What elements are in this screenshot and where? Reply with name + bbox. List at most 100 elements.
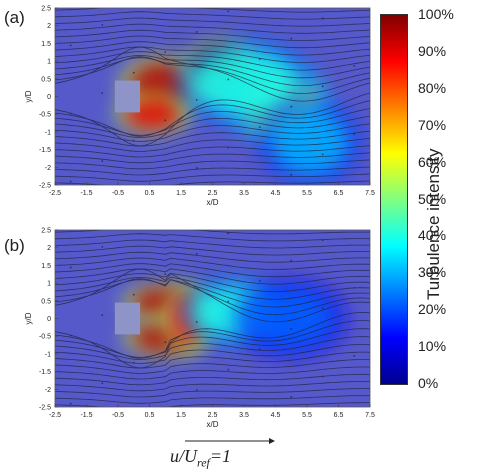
streamline-arrow-22 (195, 30, 198, 33)
plot-panel-b: -2.5 -1.5 -0.5 0.5 1.5 2.5 3.5 4.5 5.5 6.5 7.5 2.5 2… (0, 222, 380, 437)
streamline-arrow-24 (321, 239, 324, 242)
streamline-arrow-16 (132, 293, 135, 296)
x-tick-label-6: 3.5 (239, 190, 249, 197)
y-tick-label-0: 2.5 (41, 228, 51, 235)
streamline-2 (55, 166, 370, 176)
x-tick-label-6: 3.5 (239, 412, 249, 419)
streamline-21 (55, 251, 370, 263)
y-tick-label-4: 0.5 (41, 298, 51, 305)
reference-label-tail: =1 (209, 446, 232, 466)
streamline-arrow-7 (353, 355, 356, 357)
streamline-arrow-14 (321, 307, 324, 310)
x-tick-label-0: -2.5 (49, 412, 61, 419)
y-tick-label-5: 0 (47, 316, 51, 323)
streamline-arrow-11 (290, 105, 293, 108)
streamline-3 (55, 159, 370, 170)
x-tick-label-9: 6.5 (334, 190, 344, 197)
hotspot-core-4 (193, 50, 295, 115)
streamline-21 (55, 29, 370, 41)
flow-field-plot-a: -2.5 -1.5 -0.5 0.5 1.5 2.5 3.5 4.5 5.5 6.5 7.5 2.5 2… (24, 6, 375, 208)
x-axis-label: x/D (207, 420, 219, 429)
colorbar (380, 14, 408, 385)
reference-arrow-icon (185, 438, 275, 444)
streamline-7 (55, 351, 370, 369)
streamline-arrow-12 (195, 99, 198, 101)
streamline-9 (55, 115, 370, 139)
streamline-arrow-2 (195, 167, 198, 169)
streamline-12 (55, 92, 370, 147)
streamline-25 (55, 230, 370, 235)
x-tick-label-8: 5.5 (302, 190, 312, 197)
x-tick-label-9: 6.5 (334, 412, 344, 419)
y-tick-label-7: -1 (45, 129, 51, 136)
streamline-arrow-14 (321, 85, 324, 88)
colorbar-tick-5: 50% (418, 190, 447, 207)
streamline-arrow-23 (101, 24, 104, 26)
streamline-arrow-21 (290, 37, 293, 40)
streamline-14 (55, 56, 370, 94)
colorbar-title: Turbulence intensity (424, 148, 443, 300)
streamline-19 (55, 263, 370, 278)
streamline-10 (55, 108, 370, 136)
streamline-8 (55, 123, 370, 142)
streamline-arrow-25 (227, 10, 230, 13)
colorbar-tick-3: 70% (418, 116, 447, 133)
streamline-24 (55, 233, 370, 242)
x-tick-label-2: -0.5 (112, 190, 124, 197)
streamline-arrow-1 (290, 395, 293, 398)
y-axis-label: y/D (24, 312, 33, 324)
y-tick-label-8: -1.5 (39, 147, 51, 154)
bluff-body (114, 302, 141, 335)
streamline-arrow-20 (69, 266, 72, 269)
x-tick-label-10: 7.5 (365, 412, 375, 419)
streamline-12 (55, 311, 370, 369)
y-tick-label-10: -2.5 (39, 405, 51, 412)
streamline-15 (55, 279, 370, 308)
streamline-18 (55, 268, 370, 285)
x-tick-label-3: 0.5 (145, 190, 155, 197)
streamline-23 (55, 239, 370, 249)
streamline-arrow-13 (101, 92, 104, 94)
streamline-6 (55, 138, 370, 152)
streamline-arrow-19 (164, 51, 167, 54)
streamline-9 (55, 336, 370, 361)
y-tick-label-9: -2 (45, 387, 51, 394)
streamline-16 (55, 276, 370, 300)
x-tick-label-3: 0.5 (145, 412, 155, 419)
streamline-11 (55, 320, 370, 359)
streamline-20 (55, 257, 370, 270)
bluff-body (114, 80, 141, 113)
streamlines (55, 8, 370, 185)
streamlines (55, 230, 370, 407)
streamline-4 (55, 373, 370, 386)
streamline-2 (55, 388, 370, 398)
streamline-arrow-8 (258, 126, 261, 129)
streamline-arrow-4 (321, 153, 324, 156)
colorbar-tick-1: 90% (418, 42, 447, 59)
streamline-arrow-24 (321, 17, 324, 20)
y-tick-label-8: -1.5 (39, 369, 51, 376)
plot-panel-a: -2.5 -1.5 -0.5 0.5 1.5 2.5 3.5 4.5 5.5 6.5 7.5 2.5 2… (0, 0, 380, 215)
turbulence-field (121, 276, 349, 359)
flow-field-plot-b: -2.5 -1.5 -0.5 0.5 1.5 2.5 3.5 4.5 5.5 6.5 7.5 2.5 2… (24, 228, 375, 430)
streamline-arrow-9 (164, 119, 167, 122)
colorbar-tick-8: 20% (418, 301, 447, 318)
reference-vector-label: u/Uref=1 (170, 446, 231, 471)
streamline-1 (55, 173, 370, 182)
streamline-arrow-0 (69, 180, 72, 183)
y-tick-label-4: 0.5 (41, 76, 51, 83)
streamline-17 (55, 51, 370, 71)
y-tick-label-6: -0.5 (39, 112, 51, 119)
turbulence-field (112, 37, 364, 185)
x-tick-label-10: 7.5 (365, 190, 375, 197)
streamline-arrow-17 (353, 64, 356, 67)
streamline-arrow-9 (164, 341, 167, 344)
y-tick-label-2: 1.5 (41, 263, 51, 270)
x-tick-label-5: 2.5 (208, 412, 218, 419)
y-tick-label-1: 2 (47, 23, 51, 30)
streamline-arrow-22 (195, 252, 198, 255)
streamline-arrow-25 (227, 232, 230, 235)
streamline-22 (55, 23, 370, 34)
y-tick-label-0: 2.5 (41, 6, 51, 13)
x-tick-label-2: -0.5 (112, 412, 124, 419)
